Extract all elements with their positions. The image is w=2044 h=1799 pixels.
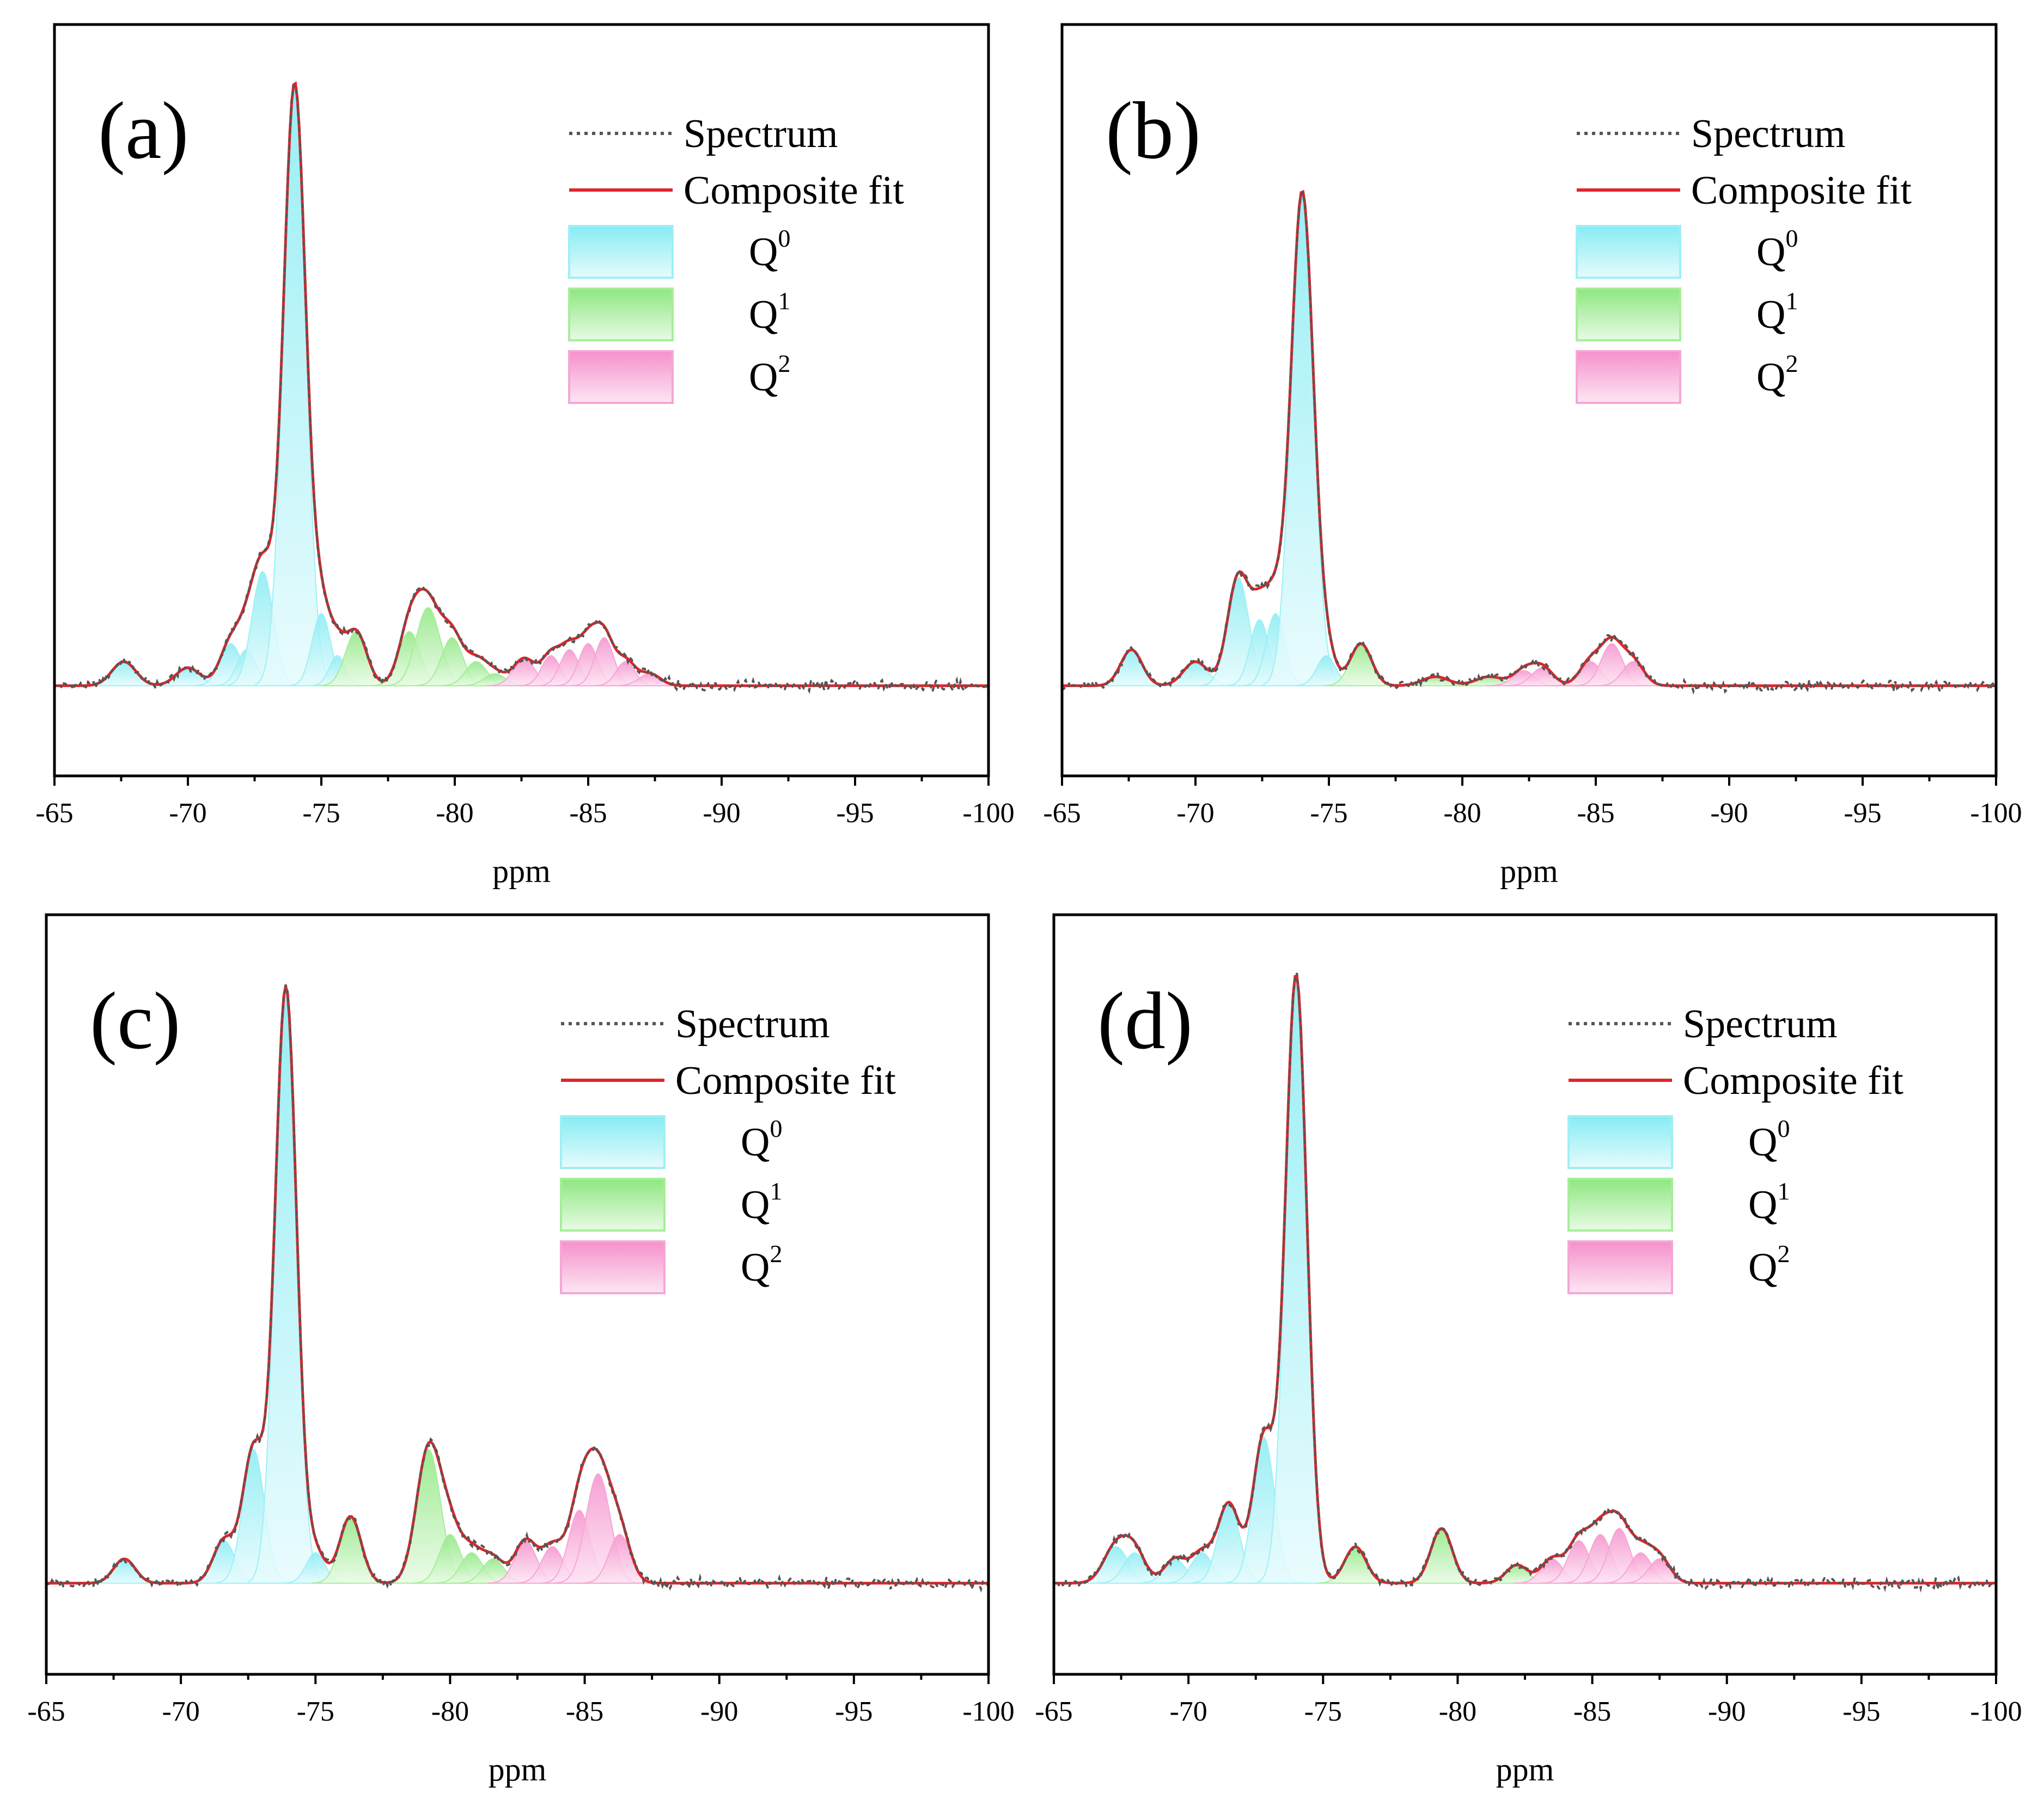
- peak-q0-0: [86, 1558, 163, 1584]
- x-tick-label: -85: [566, 1696, 603, 1727]
- legend: Spectrum Composite fit Q0 Q1 Q2: [568, 112, 904, 404]
- legend-q2-label: Q2: [1748, 1240, 1790, 1290]
- legend-q0-label: Q0: [741, 1115, 782, 1165]
- x-tick-label: -90: [1708, 1696, 1746, 1727]
- spectrum-line: [1054, 972, 1996, 1593]
- spectrum-line: [46, 984, 989, 1593]
- x-tick-label: -95: [1842, 1696, 1880, 1727]
- legend-q2-swatch: [568, 350, 674, 404]
- x-tick-label: -80: [1439, 1696, 1476, 1727]
- panel-label: (a): [98, 85, 188, 176]
- legend-q0-swatch: [560, 1115, 666, 1169]
- panel-label: (b): [1106, 85, 1201, 176]
- x-axis-title: ppm: [1500, 853, 1558, 889]
- x-axis-title: ppm: [489, 1752, 547, 1788]
- x-tick-label: -95: [1844, 798, 1881, 829]
- legend-q1-swatch: [1576, 287, 1681, 341]
- chart-panel-b: -65 -70 -75 -80 -85 -90 -95 -100 ppm (b) Spectrum C…: [1043, 23, 2022, 889]
- legend-spectrum-label: Spectrum: [684, 112, 838, 156]
- legend-q1-label: Q1: [741, 1177, 782, 1227]
- legend-fit-label: Composite fit: [675, 1058, 896, 1103]
- legend-q0-swatch: [1567, 1115, 1673, 1169]
- legend-q2-label: Q2: [749, 350, 790, 400]
- x-tick-label: -100: [962, 1696, 1014, 1727]
- composite-fit-line: [1062, 189, 1996, 687]
- x-tick-label: -70: [1169, 1696, 1207, 1727]
- legend-q1-label: Q1: [749, 287, 790, 337]
- x-tick-label: -70: [1176, 798, 1214, 829]
- legend-q0-label: Q0: [749, 224, 790, 274]
- x-tick-label: -80: [1443, 798, 1481, 829]
- x-axis-title: ppm: [1496, 1752, 1554, 1788]
- x-tick-label: -65: [27, 1696, 65, 1727]
- legend-fit-label: Composite fit: [684, 168, 904, 213]
- x-tick-label: -95: [835, 1696, 872, 1727]
- x-tick-label: -90: [1710, 798, 1748, 829]
- legend-q1-swatch: [568, 287, 674, 341]
- peak-q0-0: [1093, 649, 1169, 687]
- spectrum-line: [54, 84, 989, 695]
- x-axis-title: ppm: [492, 853, 551, 889]
- legend-q2-label: Q2: [741, 1240, 782, 1290]
- legend: Spectrum Composite fit Q0 Q1 Q2: [560, 1002, 896, 1294]
- legend-q2-swatch: [560, 1240, 666, 1294]
- legend-q2-label: Q2: [1756, 350, 1798, 400]
- legend-q1-label: Q1: [1748, 1177, 1790, 1227]
- legend-q1-swatch: [1567, 1178, 1673, 1232]
- panel-label: (c): [90, 976, 180, 1066]
- legend-spectrum-label: Spectrum: [675, 1002, 830, 1047]
- panel-label: (d): [1097, 976, 1193, 1066]
- x-tick-label: -70: [169, 798, 206, 829]
- legend-q0-swatch: [568, 225, 674, 279]
- composite-fit-line: [46, 986, 989, 1585]
- legend-q0-label: Q0: [1756, 224, 1798, 274]
- legend-q0-label: Q0: [1748, 1115, 1790, 1165]
- legend-q2-swatch: [1567, 1240, 1673, 1294]
- x-tick-label: -100: [1970, 798, 2022, 829]
- x-tick-label: -80: [431, 1696, 469, 1727]
- legend-q2-swatch: [1576, 350, 1681, 404]
- legend-q0-swatch: [1576, 225, 1681, 279]
- x-tick-label: -100: [962, 798, 1014, 829]
- legend-fit-label: Composite fit: [1683, 1058, 1903, 1103]
- x-tick-label: -65: [1043, 798, 1081, 829]
- x-tick-label: -65: [1035, 1696, 1072, 1727]
- x-tick-label: -75: [1304, 1696, 1342, 1727]
- legend-fit-label: Composite fit: [1691, 168, 1912, 213]
- x-tick-label: -75: [302, 798, 340, 829]
- chart-panel-c: -65 -70 -75 -80 -85 -90 -95 -100 ppm (c) Spectrum C…: [27, 913, 1015, 1788]
- legend-spectrum-label: Spectrum: [1683, 1002, 1838, 1047]
- x-tick-label: -85: [569, 798, 607, 829]
- peak-q1-8: [1403, 1528, 1480, 1584]
- chart-panel-a: -65 -70 -75 -80 -85 -90 -95 -100 ppm (a) Spectrum C…: [35, 23, 1015, 889]
- x-tick-label: -85: [1573, 1696, 1611, 1727]
- legend: Spectrum Composite fit Q0 Q1 Q2: [1576, 112, 1912, 404]
- spectrum-line: [1062, 190, 1996, 695]
- x-tick-label: -90: [703, 798, 740, 829]
- peak-q0-5: [1262, 191, 1342, 687]
- x-tick-label: -75: [297, 1696, 334, 1727]
- x-tick-label: -100: [1970, 1696, 2022, 1727]
- x-tick-label: -95: [836, 798, 874, 829]
- legend-q1-label: Q1: [1756, 287, 1798, 337]
- x-tick-label: -70: [162, 1696, 199, 1727]
- x-tick-label: -85: [1577, 798, 1614, 829]
- x-tick-label: -80: [436, 798, 473, 829]
- x-tick-label: -90: [700, 1696, 738, 1727]
- legend-q1-swatch: [560, 1178, 666, 1232]
- chart-panel-d: -65 -70 -75 -80 -85 -90 -95 -100 ppm (d) Spectrum C…: [1035, 913, 2022, 1788]
- legend: Spectrum Composite fit Q0 Q1 Q2: [1567, 1002, 1903, 1294]
- legend-spectrum-label: Spectrum: [1691, 112, 1846, 156]
- x-tick-label: -65: [35, 798, 73, 829]
- x-tick-label: -75: [1310, 798, 1347, 829]
